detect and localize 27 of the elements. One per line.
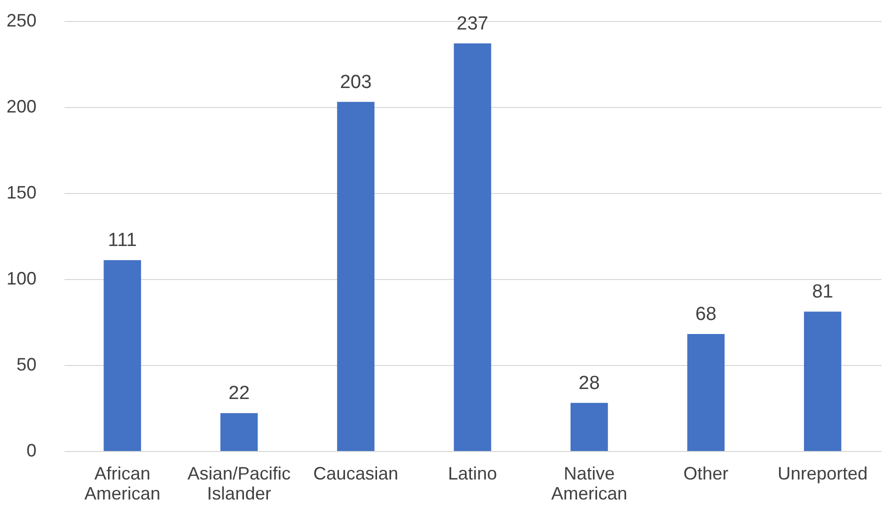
y-tick-label: 250	[6, 10, 36, 30]
bar	[570, 402, 608, 451]
y-tick-label: 150	[6, 182, 36, 202]
x-tick-label: Caucasian	[313, 464, 398, 484]
data-label: 22	[228, 383, 250, 404]
x-tick-label: Native American	[551, 464, 628, 504]
bar	[220, 413, 258, 451]
bar	[687, 334, 725, 451]
y-tick-label: 100	[6, 268, 36, 288]
bar	[337, 102, 374, 451]
x-tick-label: African American	[84, 464, 160, 504]
bar	[804, 312, 842, 451]
x-tick-label: Unreported	[778, 464, 868, 484]
data-label: 81	[812, 282, 834, 303]
x-tick-label: Latino	[448, 464, 498, 484]
x-tick-label: Other	[683, 464, 728, 484]
bar	[454, 43, 492, 451]
x-tick-label: Asian/Pacific Islander	[188, 464, 291, 504]
y-tick-label: 50	[16, 354, 36, 374]
data-label: 203	[340, 72, 372, 93]
y-tick-label: 0	[26, 440, 36, 460]
data-label: 28	[578, 372, 600, 394]
y-tick-label: 200	[6, 96, 36, 116]
bar	[104, 260, 142, 451]
data-label: 111	[108, 230, 137, 252]
data-label: 68	[695, 304, 716, 326]
data-label: 237	[456, 13, 488, 34]
